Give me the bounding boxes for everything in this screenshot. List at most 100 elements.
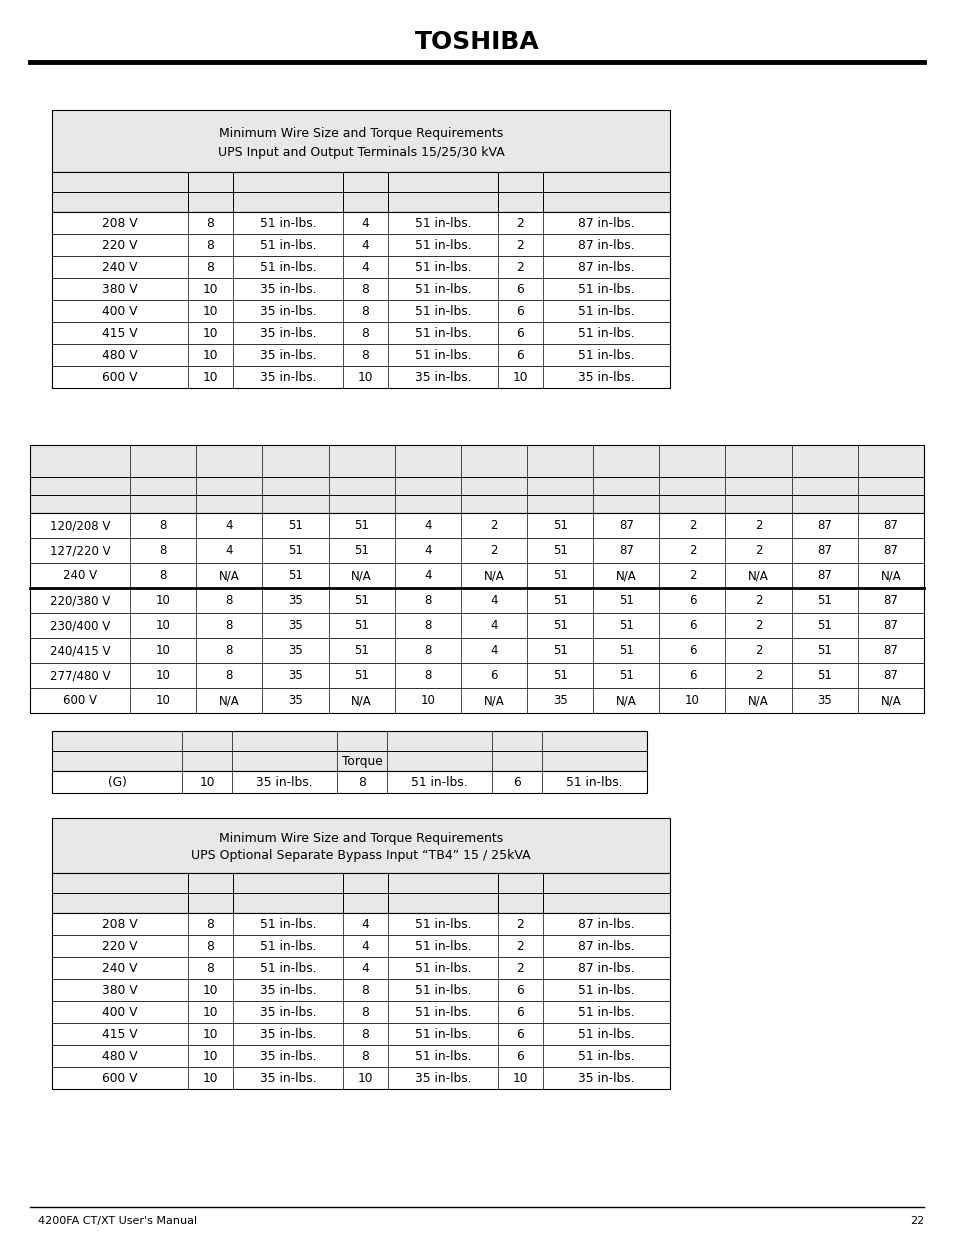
Text: 8: 8 [424,594,431,606]
Text: 208 V: 208 V [102,216,137,230]
Text: 10: 10 [199,776,214,788]
Bar [52,818,669,873]
Text: TOSHIBA: TOSHIBA [415,30,538,54]
Text: 35 in-lbs.: 35 in-lbs. [259,1050,316,1062]
Bar [30,688,923,713]
Bar [30,513,923,713]
Text: 10: 10 [203,283,218,295]
Text: 51 in-lbs.: 51 in-lbs. [578,1050,634,1062]
Text: 240 V: 240 V [102,962,137,974]
Text: 35: 35 [552,694,567,706]
Text: 2: 2 [754,519,761,532]
Text: 230/400 V: 230/400 V [50,619,110,632]
Text: UPS Optional Separate Bypass Input “TB4” 15 / 25kVA: UPS Optional Separate Bypass Input “TB4”… [191,848,530,862]
Text: 10: 10 [155,619,171,632]
Bar [52,322,669,345]
Text: 35 in-lbs.: 35 in-lbs. [259,283,316,295]
Text: 51: 51 [354,643,369,657]
Text: 10: 10 [203,1072,218,1084]
Text: 600 V: 600 V [102,1072,137,1084]
Text: 22: 22 [909,1216,923,1226]
Text: 2: 2 [754,543,761,557]
Bar [52,300,669,322]
Text: 2: 2 [688,543,696,557]
Text: 6: 6 [688,619,696,632]
Text: 51 in-lbs.: 51 in-lbs. [578,1028,634,1041]
Text: 35: 35 [817,694,831,706]
Text: 35 in-lbs.: 35 in-lbs. [259,326,316,340]
Bar [52,172,669,212]
Text: 51 in-lbs.: 51 in-lbs. [415,940,471,952]
Text: 87: 87 [882,543,898,557]
Text: 415 V: 415 V [102,326,137,340]
Text: 87: 87 [618,543,633,557]
Text: 220 V: 220 V [102,940,137,952]
Text: 4: 4 [490,643,497,657]
Text: 87 in-lbs.: 87 in-lbs. [578,261,634,273]
Bar [52,1023,669,1045]
Text: 51 in-lbs.: 51 in-lbs. [415,216,471,230]
Text: 4: 4 [361,940,369,952]
Text: 51 in-lbs.: 51 in-lbs. [578,326,634,340]
Text: 380 V: 380 V [102,283,137,295]
Text: 51: 51 [288,569,302,582]
Text: 51 in-lbs.: 51 in-lbs. [415,238,471,252]
Text: 87: 87 [817,543,831,557]
Text: 8: 8 [361,1050,369,1062]
Bar [30,663,923,688]
Text: 51: 51 [817,619,831,632]
Text: 87: 87 [817,519,831,532]
Text: N/A: N/A [616,694,636,706]
Text: 480 V: 480 V [102,1050,137,1062]
Text: 10: 10 [357,1072,373,1084]
Text: 8: 8 [424,619,431,632]
Text: 240/415 V: 240/415 V [50,643,111,657]
Text: 51 in-lbs.: 51 in-lbs. [565,776,622,788]
Text: 35 in-lbs.: 35 in-lbs. [578,1072,634,1084]
Bar [52,913,669,1089]
Text: 6: 6 [517,983,524,997]
Text: 10: 10 [203,348,218,362]
Text: 51 in-lbs.: 51 in-lbs. [259,216,316,230]
Text: 51 in-lbs.: 51 in-lbs. [415,1028,471,1041]
Text: 51: 51 [618,594,633,606]
Text: Minimum Wire Size and Torque Requirements: Minimum Wire Size and Torque Requirement… [218,127,502,140]
Text: 87 in-lbs.: 87 in-lbs. [578,962,634,974]
Text: 10: 10 [203,1028,218,1041]
Bar [52,345,669,366]
Text: 10: 10 [512,370,528,384]
Text: 4200FA CT/XT User's Manual: 4200FA CT/XT User's Manual [38,1216,197,1226]
Text: 51: 51 [817,643,831,657]
Text: 415 V: 415 V [102,1028,137,1041]
Text: N/A: N/A [218,569,239,582]
Text: 51: 51 [618,669,633,682]
Text: 51 in-lbs.: 51 in-lbs. [578,348,634,362]
Text: 51: 51 [552,569,567,582]
Text: 87: 87 [882,594,898,606]
Text: 600 V: 600 V [102,370,137,384]
Text: 51: 51 [354,619,369,632]
Text: 4: 4 [225,543,233,557]
Text: 240 V: 240 V [102,261,137,273]
Text: 2: 2 [517,261,524,273]
Text: 51 in-lbs.: 51 in-lbs. [578,283,634,295]
Text: 2: 2 [754,594,761,606]
Text: 51: 51 [552,669,567,682]
Text: N/A: N/A [616,569,636,582]
Text: 87: 87 [618,519,633,532]
Text: 51 in-lbs.: 51 in-lbs. [578,983,634,997]
Text: 10: 10 [155,594,171,606]
Text: 8: 8 [159,519,167,532]
Text: 8: 8 [361,1005,369,1019]
Text: 8: 8 [361,983,369,997]
Text: 4: 4 [361,238,369,252]
Text: 6: 6 [688,643,696,657]
Text: 10: 10 [155,694,171,706]
Text: 2: 2 [688,569,696,582]
Text: N/A: N/A [218,694,239,706]
Bar [52,256,669,278]
Text: 8: 8 [424,643,431,657]
Text: 2: 2 [688,519,696,532]
Text: 6: 6 [517,348,524,362]
Text: 10: 10 [155,643,171,657]
